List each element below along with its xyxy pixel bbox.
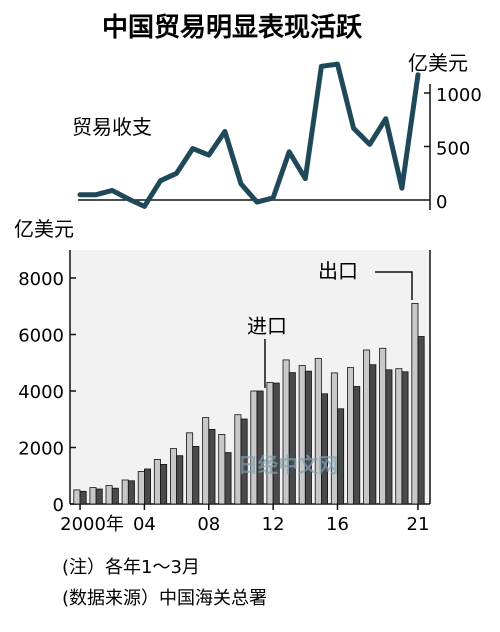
- x-tick-label: 21: [407, 514, 430, 535]
- export-annotation: 出口: [318, 259, 358, 283]
- bottom-y-tick-label: 0: [53, 495, 64, 516]
- chart-title: 中国贸易明显表现活跃: [102, 13, 363, 43]
- export-bar: [282, 359, 290, 505]
- top-y-tick-label: 0: [436, 192, 447, 213]
- export-bar: [250, 390, 258, 505]
- import-bar: [401, 371, 409, 505]
- import-bar: [208, 428, 216, 505]
- x-tick-label: 16: [326, 514, 349, 535]
- export-bar: [346, 367, 354, 505]
- import-bar: [288, 372, 296, 505]
- import-bar: [353, 386, 361, 505]
- export-bar: [395, 368, 403, 505]
- import-bar: [240, 418, 248, 505]
- export-bar: [202, 417, 210, 505]
- import-annotation: 进口: [247, 314, 287, 338]
- trade-balance-chart: 贸易收支 亿美元 0 500 1000: [72, 51, 482, 213]
- import-bar: [224, 452, 232, 505]
- import-bar: [320, 393, 328, 505]
- import-bar: [127, 480, 135, 505]
- top-y-tick-label: 1000: [436, 85, 482, 106]
- import-bar: [192, 445, 200, 505]
- export-bar: [218, 434, 226, 505]
- export-bar: [411, 302, 419, 505]
- export-annotation-leader: [375, 271, 413, 300]
- trade-balance-label: 贸易收支: [72, 115, 152, 139]
- import-bar: [95, 488, 103, 505]
- import-bar: [79, 490, 87, 505]
- import-bar: [176, 455, 184, 505]
- x-tick-label: 04: [133, 514, 156, 535]
- trade-bar-chart: 亿美元 0 2000 4000 6000 8000 2000年 04 08 12 16 21 进口…: [14, 217, 431, 535]
- note-period: (注）各年1～3月: [62, 557, 200, 578]
- export-bar: [363, 349, 371, 505]
- trade-balance-line: [77, 61, 421, 209]
- bottom-unit-label: 亿美元: [14, 217, 74, 241]
- bottom-y-tick-label: 4000: [18, 382, 64, 403]
- bottom-y-tick-label: 2000: [18, 439, 64, 460]
- bottom-y-tick-label: 6000: [18, 326, 64, 347]
- import-bar: [256, 390, 264, 505]
- export-bar: [73, 489, 81, 505]
- export-bar: [89, 487, 97, 505]
- import-bar: [369, 364, 377, 505]
- x-tick-label: 12: [262, 514, 285, 535]
- import-bar: [304, 370, 312, 505]
- export-bar: [186, 432, 194, 505]
- export-bar: [330, 372, 338, 505]
- note-source: (数据来源）中国海关总署: [62, 588, 267, 609]
- export-bar: [169, 448, 177, 505]
- export-bar: [137, 471, 145, 505]
- top-y-tick-label: 500: [436, 139, 470, 160]
- export-bar: [153, 458, 161, 505]
- top-unit-label: 亿美元: [408, 51, 468, 75]
- export-bar: [314, 358, 322, 505]
- export-bar: [379, 347, 387, 505]
- import-bar: [111, 487, 119, 505]
- x-tick-label: 2000年: [60, 514, 124, 535]
- import-bar: [385, 369, 393, 505]
- import-bar: [160, 463, 168, 505]
- bottom-y-tick-label: 8000: [18, 269, 64, 290]
- export-bar: [298, 365, 306, 505]
- export-bar: [105, 485, 113, 505]
- import-bar: [417, 336, 425, 505]
- watermark: 日经中文网: [238, 453, 338, 477]
- import-bar: [143, 468, 151, 505]
- import-bar: [337, 408, 345, 505]
- export-bar: [266, 382, 274, 505]
- x-tick-label: 08: [197, 514, 220, 535]
- export-bar: [121, 479, 129, 505]
- import-bar: [272, 382, 280, 505]
